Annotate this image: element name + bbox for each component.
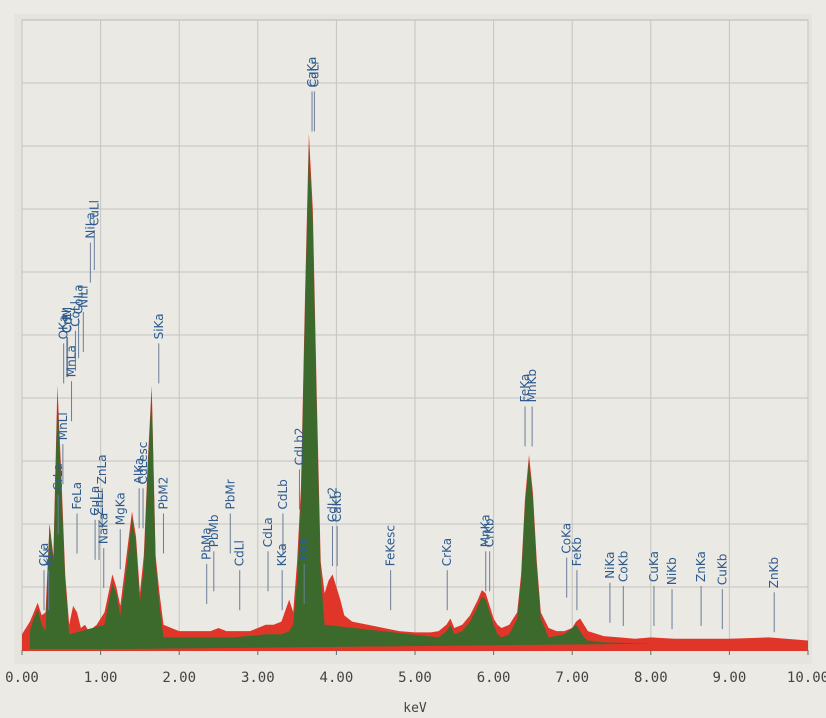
peak-label: ZnKa bbox=[694, 551, 708, 582]
peak-markers bbox=[43, 91, 775, 633]
peak-label: CoLa bbox=[72, 284, 86, 314]
peak-label: NiKa bbox=[603, 551, 617, 578]
peak-label: CrKb bbox=[483, 518, 497, 547]
x-tick-label: 9.00 bbox=[713, 670, 747, 686]
peak-label: CoKb bbox=[616, 551, 630, 582]
peak-label: CdLr bbox=[307, 60, 321, 88]
peak-label: MgKa bbox=[113, 492, 127, 525]
x-tick-label: 3.00 bbox=[241, 670, 275, 686]
peak-label: NaKa bbox=[97, 513, 111, 544]
x-tick-label: 0.00 bbox=[5, 670, 39, 686]
peak-label: CdLr2 bbox=[325, 487, 339, 522]
peak-label: CuLa bbox=[88, 486, 102, 516]
x-tick-label: 8.00 bbox=[634, 670, 668, 686]
peak-label: CaKa bbox=[305, 57, 319, 88]
x-tick-label: 10.00 bbox=[787, 670, 826, 686]
peak-label: MnKa bbox=[479, 514, 493, 547]
peak-label: NiLa bbox=[83, 212, 97, 238]
peak-label: CdLesc bbox=[136, 442, 150, 485]
peak-label: NiLl bbox=[76, 286, 90, 308]
x-tick-label: 6.00 bbox=[477, 670, 511, 686]
peak-label: KKb bbox=[297, 537, 311, 560]
peak-label: CuKb bbox=[715, 554, 729, 585]
peak-label: CdLb2 bbox=[292, 427, 306, 465]
peak-label: CaKb bbox=[330, 491, 344, 522]
peak-label: MnKb bbox=[525, 369, 539, 402]
x-tick-label: 1.00 bbox=[84, 670, 118, 686]
peak-label: CdLb bbox=[276, 479, 290, 509]
peak-label: CrLl bbox=[60, 310, 74, 333]
peak-label: CrLa bbox=[51, 463, 65, 490]
grid-lines bbox=[21, 20, 809, 650]
peak-label: PbMb bbox=[207, 514, 221, 547]
peak-label: CoLl bbox=[68, 301, 82, 327]
peak-label: FeLa bbox=[70, 482, 84, 510]
peak-label: MnLl bbox=[56, 412, 70, 440]
peak-label: CuLl bbox=[87, 200, 101, 226]
peak-label: CuKa bbox=[647, 551, 661, 582]
x-axis-ticks: 0.00 1.00 2.00 3.00 4.00 5.00 6.00 7.00 8.00 9.00… bbox=[5, 650, 826, 686]
peak-label: CdLl bbox=[233, 540, 247, 566]
peak-label: CoKa bbox=[560, 523, 574, 554]
peak-label: OKa bbox=[57, 315, 71, 339]
peak-label: ZnLl bbox=[92, 490, 106, 516]
peak-label: PbMr bbox=[223, 479, 237, 509]
peak-label: CKa bbox=[37, 543, 51, 566]
peak-label: NiKb bbox=[665, 557, 679, 585]
peak-label: KLl bbox=[42, 548, 56, 566]
peak-label: FeKesc bbox=[384, 525, 398, 566]
peak-label: CdLa bbox=[261, 517, 275, 547]
peak-label: FeKa bbox=[518, 374, 532, 403]
peak-label: SiKa bbox=[152, 313, 166, 339]
x-axis-title: keV bbox=[403, 701, 427, 716]
peak-label: ZnLa bbox=[95, 454, 109, 484]
peak-label: CrKa bbox=[440, 538, 454, 566]
peak-label: PbM2 bbox=[156, 477, 170, 510]
x-tick-label: 2.00 bbox=[162, 670, 196, 686]
peak-label: MnLa bbox=[65, 345, 79, 377]
peak-label: AlKa bbox=[132, 458, 146, 485]
peak-label: KKa bbox=[275, 543, 289, 566]
x-tick-label: 4.00 bbox=[320, 670, 354, 686]
x-tick-label: 5.00 bbox=[398, 670, 432, 686]
x-tick-label: 7.00 bbox=[555, 670, 589, 686]
peak-label: CdM bbox=[61, 307, 75, 333]
peak-label: ZnKb bbox=[767, 557, 781, 588]
peak-label: PbMa bbox=[200, 527, 214, 560]
peak-label: FeKb bbox=[570, 537, 584, 566]
